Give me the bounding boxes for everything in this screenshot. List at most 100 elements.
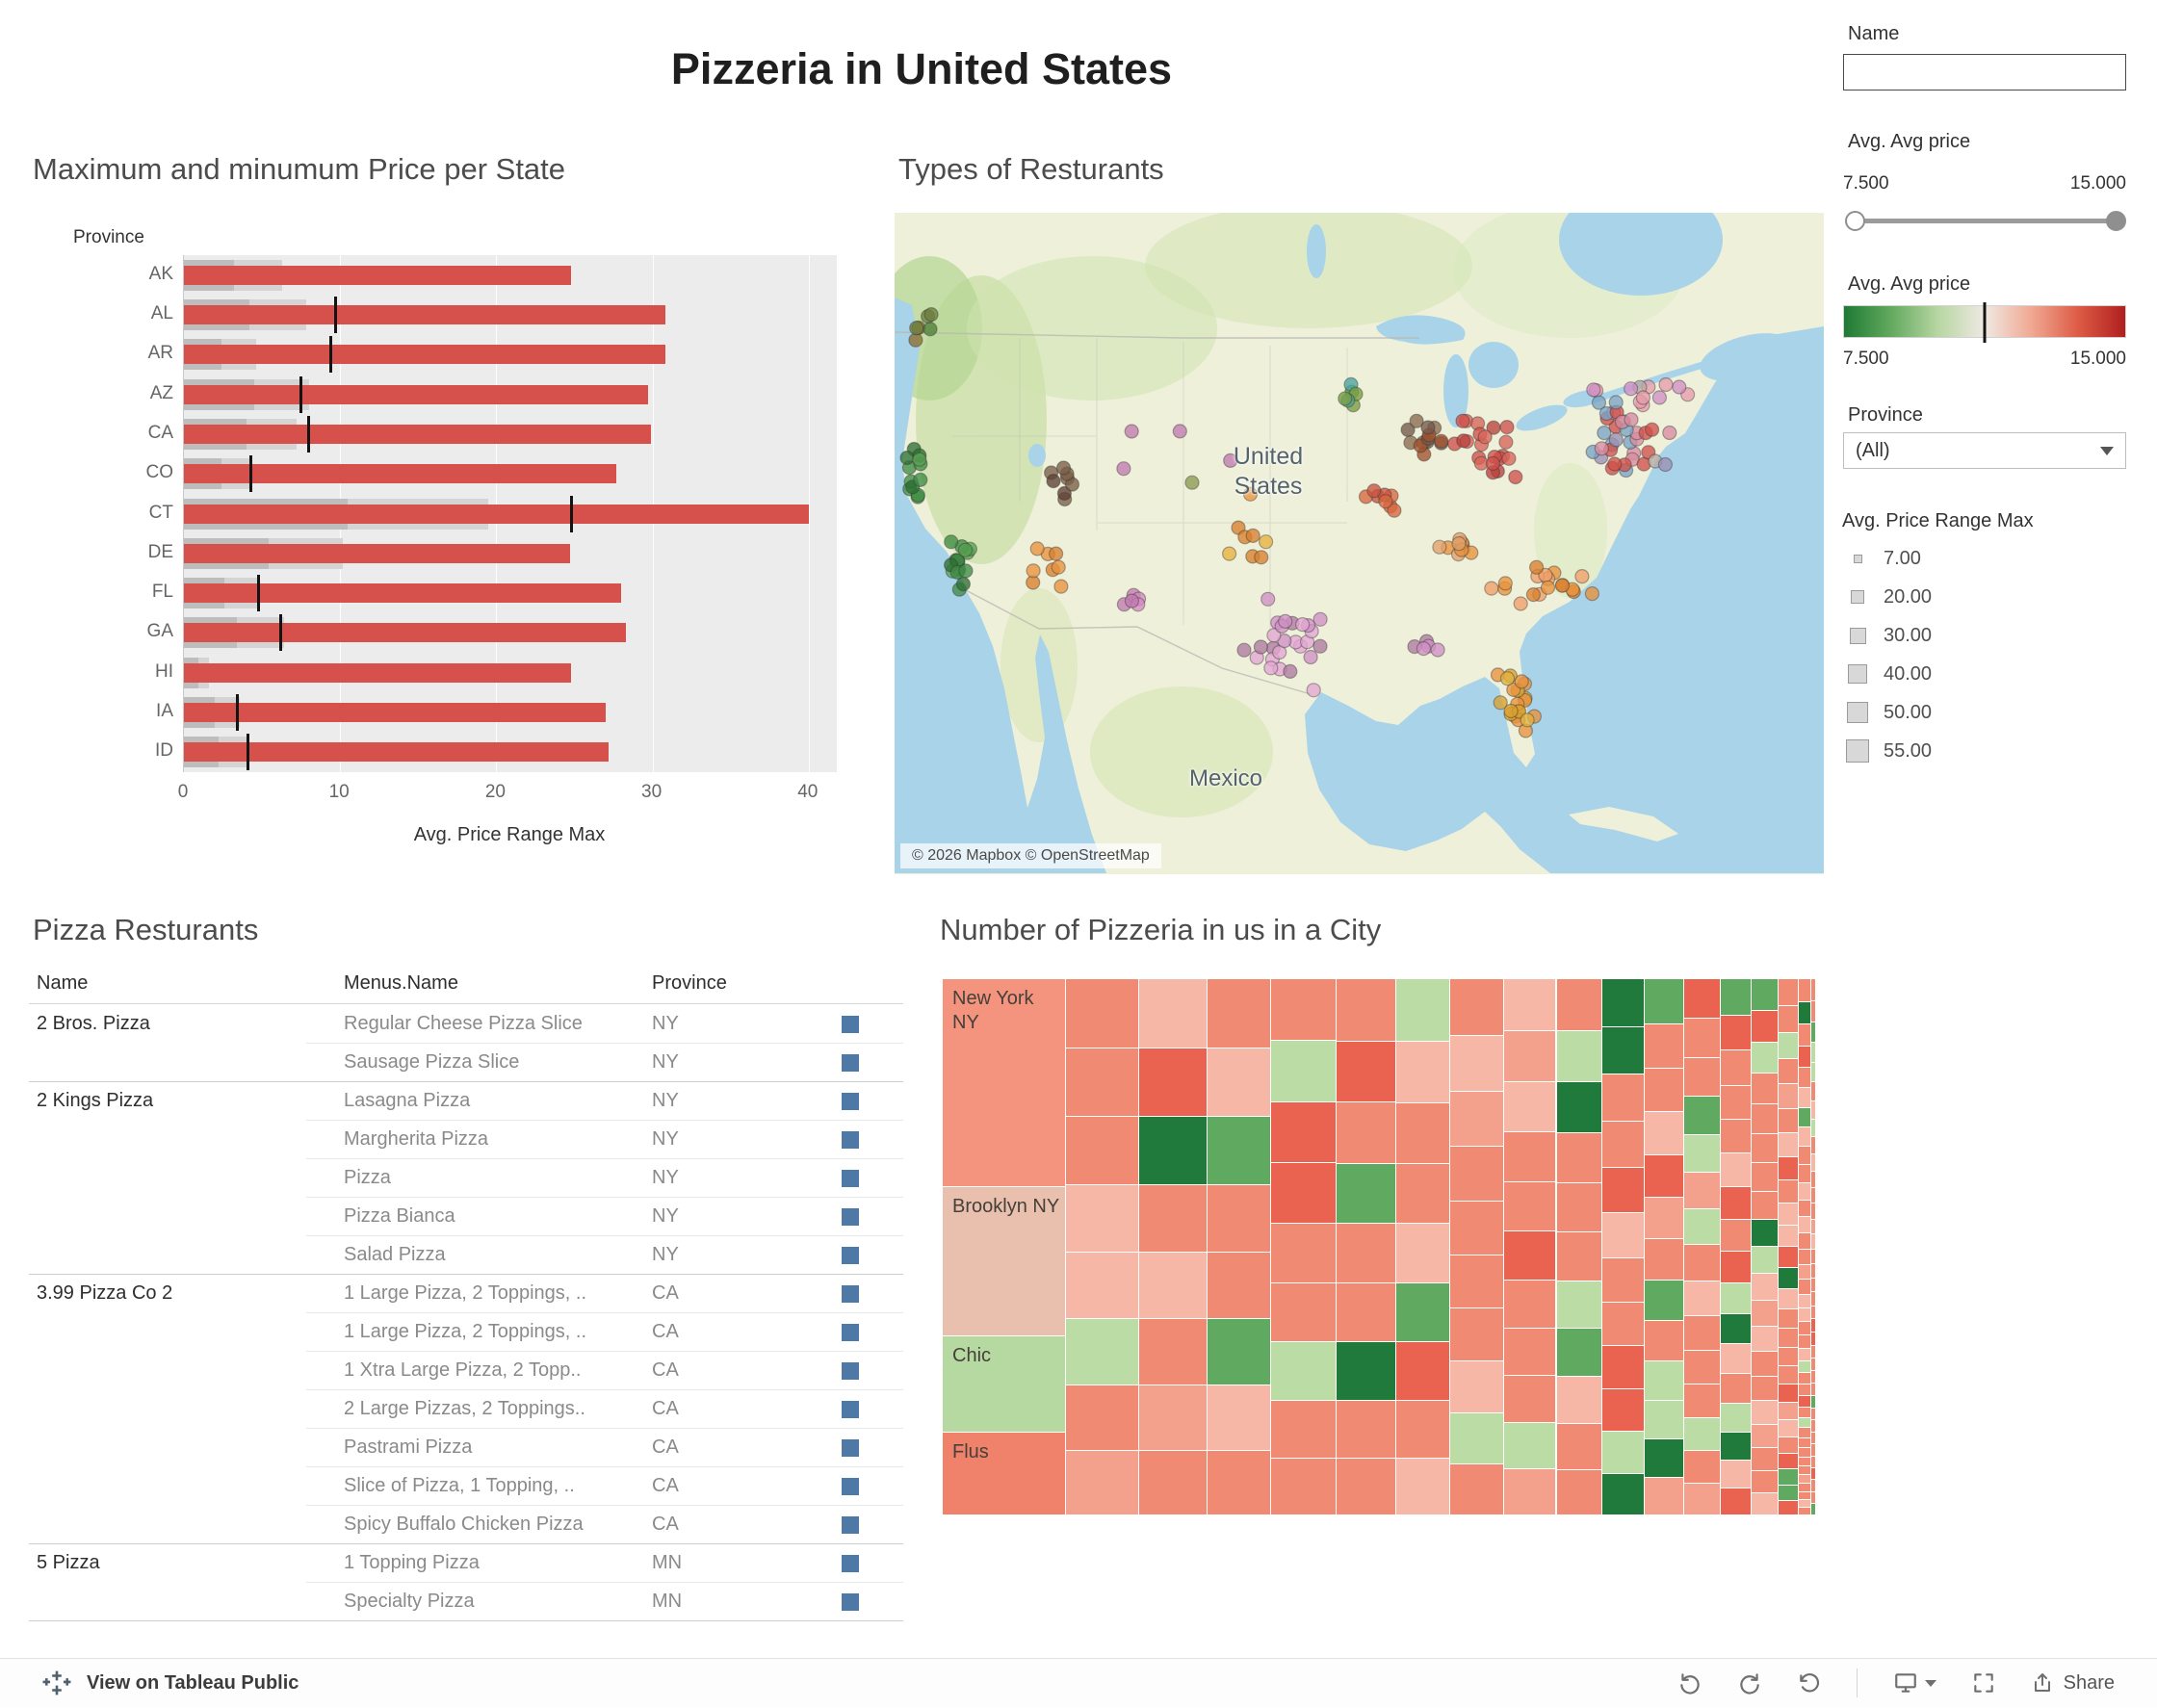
map-dot[interactable]: [1266, 628, 1282, 643]
treemap-cell[interactable]: [1208, 1185, 1271, 1252]
map-dot[interactable]: [1591, 395, 1607, 410]
treemap-cell[interactable]: [1683, 1418, 1720, 1451]
table-row[interactable]: Slice of Pizza, 1 Topping, .. CA: [0, 1467, 924, 1506]
map-dot[interactable]: [1657, 456, 1674, 473]
treemap-cell[interactable]: [1504, 1030, 1556, 1081]
map-dot[interactable]: [1623, 381, 1639, 397]
treemap-cell[interactable]: [1683, 1019, 1720, 1058]
treemap-cell[interactable]: [1601, 1302, 1645, 1346]
map-dot[interactable]: [1253, 639, 1268, 655]
treemap-cell[interactable]: [1798, 1294, 1811, 1308]
treemap-cell[interactable]: [1811, 1396, 1815, 1408]
treemap-cell[interactable]: [1798, 1484, 1811, 1491]
treemap-cell[interactable]: [1752, 1326, 1778, 1352]
treemap-cell[interactable]: [1337, 1224, 1395, 1282]
map-dot[interactable]: [1124, 593, 1139, 608]
treemap-cell[interactable]: [1450, 1091, 1504, 1146]
treemap-cell[interactable]: [1778, 1032, 1798, 1058]
table-row[interactable]: Pizza Bianca NY: [0, 1198, 924, 1236]
square-mark[interactable]: [842, 1285, 859, 1303]
treemap-cell[interactable]: [1752, 1043, 1778, 1074]
map-dot[interactable]: [958, 563, 974, 579]
treemap-cell[interactable]: [1450, 1035, 1504, 1091]
treemap-cell[interactable]: [1556, 1030, 1601, 1082]
square-mark[interactable]: [842, 1439, 859, 1457]
treemap-cell[interactable]: [1720, 1251, 1752, 1282]
map-dot[interactable]: [1416, 641, 1432, 657]
map-dot[interactable]: [1574, 569, 1590, 584]
treemap-cell[interactable]: [1798, 979, 1811, 1001]
treemap-cell[interactable]: [1556, 979, 1601, 1030]
treemap-cell[interactable]: [1778, 1058, 1798, 1084]
treemap-cell[interactable]: [1645, 1068, 1683, 1111]
treemap-cell[interactable]: [1752, 1219, 1778, 1247]
treemap-cell[interactable]: [1337, 979, 1395, 1041]
treemap-cell[interactable]: [1271, 1223, 1336, 1282]
treemap-cell[interactable]: [1683, 1316, 1720, 1350]
table-row[interactable]: 1 Large Pizza, 2 Toppings, .. CA: [0, 1313, 924, 1352]
map-dot[interactable]: [1272, 644, 1287, 660]
map-dot[interactable]: [1051, 559, 1066, 575]
treemap-cell[interactable]: [1683, 1350, 1720, 1385]
redo-icon[interactable]: [1737, 1670, 1762, 1695]
treemap-cell-chic[interactable]: Chic: [943, 1336, 1065, 1432]
map-dot[interactable]: [1378, 494, 1393, 509]
map-dot[interactable]: [912, 452, 927, 467]
treemap-cell[interactable]: [1645, 1321, 1683, 1360]
treemap-cell[interactable]: [1798, 1200, 1811, 1217]
treemap-cell[interactable]: [1683, 1134, 1720, 1172]
treemap-cell[interactable]: [1139, 979, 1208, 1048]
map-panel[interactable]: United States Mexico © 2026 Mapbox © Ope…: [895, 213, 1824, 874]
treemap-cell[interactable]: [1395, 1458, 1449, 1514]
treemap-cell[interactable]: [1778, 1420, 1798, 1436]
treemap-cell[interactable]: [1139, 1117, 1208, 1184]
treemap-cell[interactable]: [1601, 1389, 1645, 1432]
treemap-cell[interactable]: [1811, 1503, 1815, 1514]
map-dot[interactable]: [1594, 441, 1609, 456]
map-dot[interactable]: [1420, 420, 1436, 435]
treemap-cell[interactable]: [1752, 1162, 1778, 1191]
treemap-cell[interactable]: [1752, 1191, 1778, 1219]
treemap-cell[interactable]: [1798, 1428, 1811, 1437]
treemap-cell[interactable]: [1337, 1400, 1395, 1458]
map-dot[interactable]: [1503, 703, 1519, 719]
treemap-cell[interactable]: [1778, 1485, 1798, 1500]
treemap-cell[interactable]: [1778, 1157, 1798, 1180]
map-dot[interactable]: [1501, 451, 1517, 466]
bar-mark[interactable]: [184, 265, 572, 285]
bar-mark[interactable]: [184, 424, 651, 444]
map-dot[interactable]: [1498, 434, 1514, 450]
treemap-cell[interactable]: [1798, 1046, 1811, 1067]
treemap-cell[interactable]: [1798, 1491, 1811, 1500]
map-dot[interactable]: [908, 332, 923, 348]
treemap-cell[interactable]: [1811, 1456, 1815, 1467]
province-filter-dropdown[interactable]: (All): [1843, 432, 2126, 469]
square-mark[interactable]: [842, 1401, 859, 1418]
treemap-cell[interactable]: [1065, 1385, 1139, 1450]
map-dot[interactable]: [1260, 591, 1276, 607]
treemap-cell[interactable]: [1811, 1234, 1815, 1249]
treemap-cell[interactable]: [1504, 1329, 1556, 1376]
treemap-cell[interactable]: [1601, 1432, 1645, 1473]
treemap-cell[interactable]: [1395, 1342, 1449, 1400]
map-dot[interactable]: [1056, 485, 1072, 501]
square-mark[interactable]: [842, 1478, 859, 1495]
undo-icon[interactable]: [1677, 1670, 1702, 1695]
treemap-cell[interactable]: [1798, 1024, 1811, 1046]
map-dot[interactable]: [1245, 528, 1260, 543]
treemap-cell[interactable]: [1720, 1219, 1752, 1251]
treemap-cell[interactable]: [1778, 1366, 1798, 1385]
treemap-cell[interactable]: [1811, 1137, 1815, 1154]
treemap-cell[interactable]: [1271, 1163, 1336, 1223]
map-dot[interactable]: [1658, 376, 1674, 393]
table-row[interactable]: Salad Pizza NY: [0, 1236, 924, 1275]
treemap-cell[interactable]: [1798, 1457, 1811, 1466]
treemap-cell[interactable]: [1450, 1412, 1504, 1464]
treemap-cell[interactable]: [1798, 1466, 1811, 1475]
bar-mark[interactable]: [184, 345, 665, 365]
treemap-cell[interactable]: [1752, 1274, 1778, 1300]
size-legend-item[interactable]: 40.00: [1843, 655, 2126, 693]
treemap-cell[interactable]: [1504, 1423, 1556, 1469]
map-dot[interactable]: [1172, 424, 1187, 439]
size-legend-item[interactable]: 20.00: [1843, 578, 2126, 616]
